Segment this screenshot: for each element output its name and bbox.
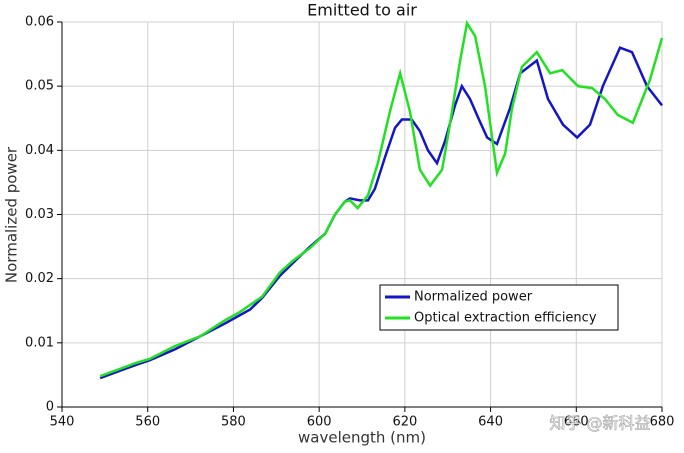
y-axis-label: Normalized power (3, 146, 21, 283)
y-tick-label: 0.02 (25, 271, 54, 286)
x-tick-label: 540 (50, 415, 75, 430)
y-tick-label: 0.03 (25, 207, 54, 222)
x-tick-label: 560 (135, 415, 160, 430)
series-line (99, 19, 664, 378)
legend-label: Optical extraction efficiency (414, 311, 597, 326)
y-tick-label: 0 (46, 400, 54, 415)
x-tick-label: 580 (221, 415, 246, 430)
x-tick-label: 640 (478, 415, 503, 430)
x-tick-label: 620 (392, 415, 417, 430)
chart-title: Emitted to air (307, 1, 417, 20)
legend-label: Normalized power (414, 290, 533, 305)
watermark: 知乎 @新科益 (549, 414, 650, 433)
x-tick-label: 660 (564, 415, 589, 430)
legend-box (379, 284, 619, 331)
x-tick-label: 600 (307, 415, 332, 430)
y-tick-label: 0.06 (25, 15, 54, 30)
x-axis-label: wavelength (nm) (298, 429, 426, 447)
y-tick-label: 0.01 (25, 335, 54, 350)
x-tick-label: 680 (650, 415, 675, 430)
y-tick-label: 0.05 (25, 79, 54, 94)
y-tick-label: 0.04 (25, 143, 54, 158)
